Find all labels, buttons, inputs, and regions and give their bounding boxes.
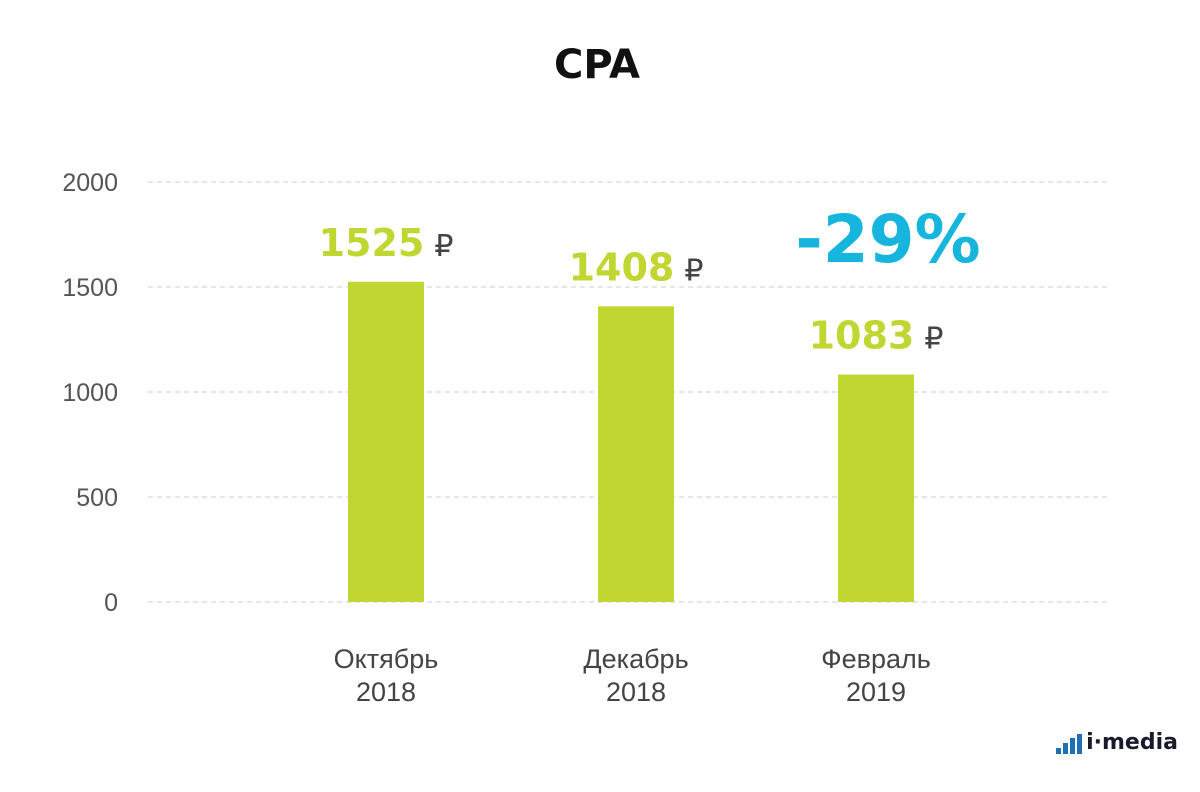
- logo-text: i·media: [1086, 730, 1178, 755]
- value-labels: 1525 ₽1408 ₽1083 ₽: [319, 221, 944, 358]
- y-tick-labels: 0 500 1000 1500 2000: [62, 169, 118, 617]
- value-label: 1525 ₽: [319, 221, 454, 265]
- category-label-line: Декабрь: [583, 644, 688, 674]
- category-label-line: 2018: [606, 677, 666, 707]
- imedia-logo: i·media: [1056, 732, 1178, 754]
- y-tick-label: 2000: [62, 169, 118, 197]
- bar: [598, 306, 674, 602]
- y-tick-label: 1500: [62, 274, 118, 302]
- category-label-line: Февраль: [821, 644, 931, 674]
- chart-title: CPA: [554, 42, 640, 88]
- value-label-unit: ₽: [684, 253, 703, 288]
- y-tick-label: 500: [76, 484, 118, 512]
- y-tick-label: 1000: [62, 379, 118, 407]
- category-label-line: 2018: [356, 677, 416, 707]
- category-label-line: 2019: [846, 677, 906, 707]
- logo-mark-icon: [1056, 734, 1083, 754]
- value-label-unit: ₽: [924, 322, 943, 357]
- category-label-line: Октябрь: [334, 644, 439, 674]
- category-label: Декабрь 2018: [583, 644, 688, 707]
- y-tick-label: 0: [104, 589, 118, 617]
- value-label: 1408 ₽: [569, 245, 704, 289]
- category-label: Февраль 2019: [821, 644, 931, 707]
- bar: [348, 281, 424, 602]
- bar: [838, 374, 914, 602]
- category-label: Октябрь 2018: [334, 644, 439, 707]
- value-label: 1083 ₽: [809, 314, 944, 358]
- value-label-number: 1525: [319, 221, 425, 265]
- value-label-number: 1408: [569, 245, 675, 289]
- value-label-number: 1083: [809, 314, 915, 358]
- bars: [348, 281, 914, 602]
- value-label-unit: ₽: [434, 229, 453, 264]
- change-annotation: -29%: [795, 201, 980, 278]
